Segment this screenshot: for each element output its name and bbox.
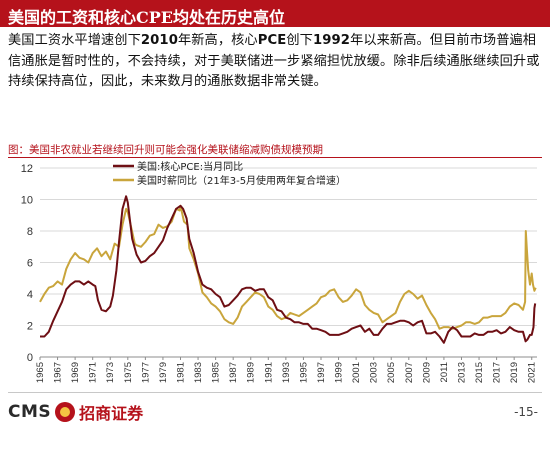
body-text-run: 年新高，核心 <box>177 33 258 48</box>
logo-chinese-text: 招商证券 <box>79 404 144 423</box>
line-chart: 0 2 4 6 8 10 12 1965 1967 1969 1971 1973 1975 1977 197… <box>21 160 538 383</box>
x-tick-label: 1971 <box>88 362 99 383</box>
x-tick-label: 1987 <box>228 362 239 383</box>
x-tick-label: 1969 <box>70 362 81 383</box>
title-bar: 美国的工资和核心CPE均处在历史高位 <box>0 0 550 27</box>
footer-divider <box>8 392 542 393</box>
x-tick-label: 2017 <box>492 362 503 383</box>
logo-latin-text: CMS <box>8 402 52 422</box>
x-tick-label: 2009 <box>421 362 432 383</box>
x-tick-label: 2003 <box>369 362 380 383</box>
body-text-run: 1992 <box>312 33 351 48</box>
y-tick-label: 8 <box>27 226 33 238</box>
x-tick-label: 1977 <box>140 362 151 383</box>
x-tick-label: 2019 <box>509 362 520 383</box>
slide-title: 美国的工资和核心CPE均处在历史高位 <box>8 8 285 27</box>
x-tick-label: 1979 <box>158 362 169 383</box>
body-text-run: PCE <box>257 33 287 48</box>
y-tick-label: 4 <box>27 289 33 301</box>
body-paragraph: 美国工资水平增速创下2010年新高，核心PCE创下1992年以来新高。但目前市场… <box>8 31 544 93</box>
x-tick-label: 1995 <box>298 362 309 383</box>
x-tick-label: 2011 <box>439 362 450 382</box>
figure-caption: 图：美国非农就业若继续回升则可能会强化美联储缩减购债规模预期 <box>8 144 323 156</box>
caption-divider <box>8 157 542 158</box>
y-tick-label: 2 <box>27 321 33 333</box>
body-text-run: 年以来新高。但目前市场普遍相信通胀是暂时性的，不会持续，对于美联储进一步紧缩担忧… <box>8 33 540 89</box>
x-tick-label: 1967 <box>53 362 64 383</box>
y-tick-label: 6 <box>27 258 33 270</box>
x-tick-label: 1965 <box>35 362 46 383</box>
logo-mark-icon <box>55 402 76 422</box>
y-tick-label: 12 <box>21 163 33 175</box>
x-tick-label: 2001 <box>351 362 362 383</box>
x-tick-label: 1991 <box>263 362 274 383</box>
x-tick-label: 2005 <box>386 362 397 383</box>
x-tick-label: 1981 <box>175 362 186 383</box>
x-tick-label: 1993 <box>281 362 292 383</box>
legend-label: 美国时薪同比（21年3-5月使用两年复合增速） <box>137 174 346 187</box>
page-number: -15- <box>514 405 538 419</box>
x-tick-label: 1985 <box>211 362 222 383</box>
body-text-run: 2010 <box>140 33 178 48</box>
x-tick-label: 2013 <box>456 362 467 383</box>
y-tick-label: 10 <box>21 195 33 207</box>
x-tick-label: 1983 <box>193 362 204 383</box>
x-tick-label: 1989 <box>246 362 257 383</box>
x-tick-label: 2007 <box>404 362 415 383</box>
x-tick-label: 2021 <box>527 362 538 383</box>
company-logo: CMS 招商证券 <box>8 400 143 424</box>
legend-label: 美国:核心PCE:当月同比 <box>137 160 243 173</box>
x-tick-label: 1999 <box>334 362 345 383</box>
y-tick-label: 0 <box>27 352 33 364</box>
series-line-core-pce <box>40 195 537 344</box>
x-tick-label: 1997 <box>316 362 327 383</box>
body-text-run: 美国工资水平增速创下 <box>8 33 141 48</box>
body-text-run: 创下 <box>286 33 313 48</box>
x-tick-label: 2015 <box>474 362 485 383</box>
x-tick-label: 1975 <box>123 362 134 383</box>
series-line-hourly-wage <box>39 204 537 330</box>
x-tick-label: 1973 <box>105 362 116 383</box>
